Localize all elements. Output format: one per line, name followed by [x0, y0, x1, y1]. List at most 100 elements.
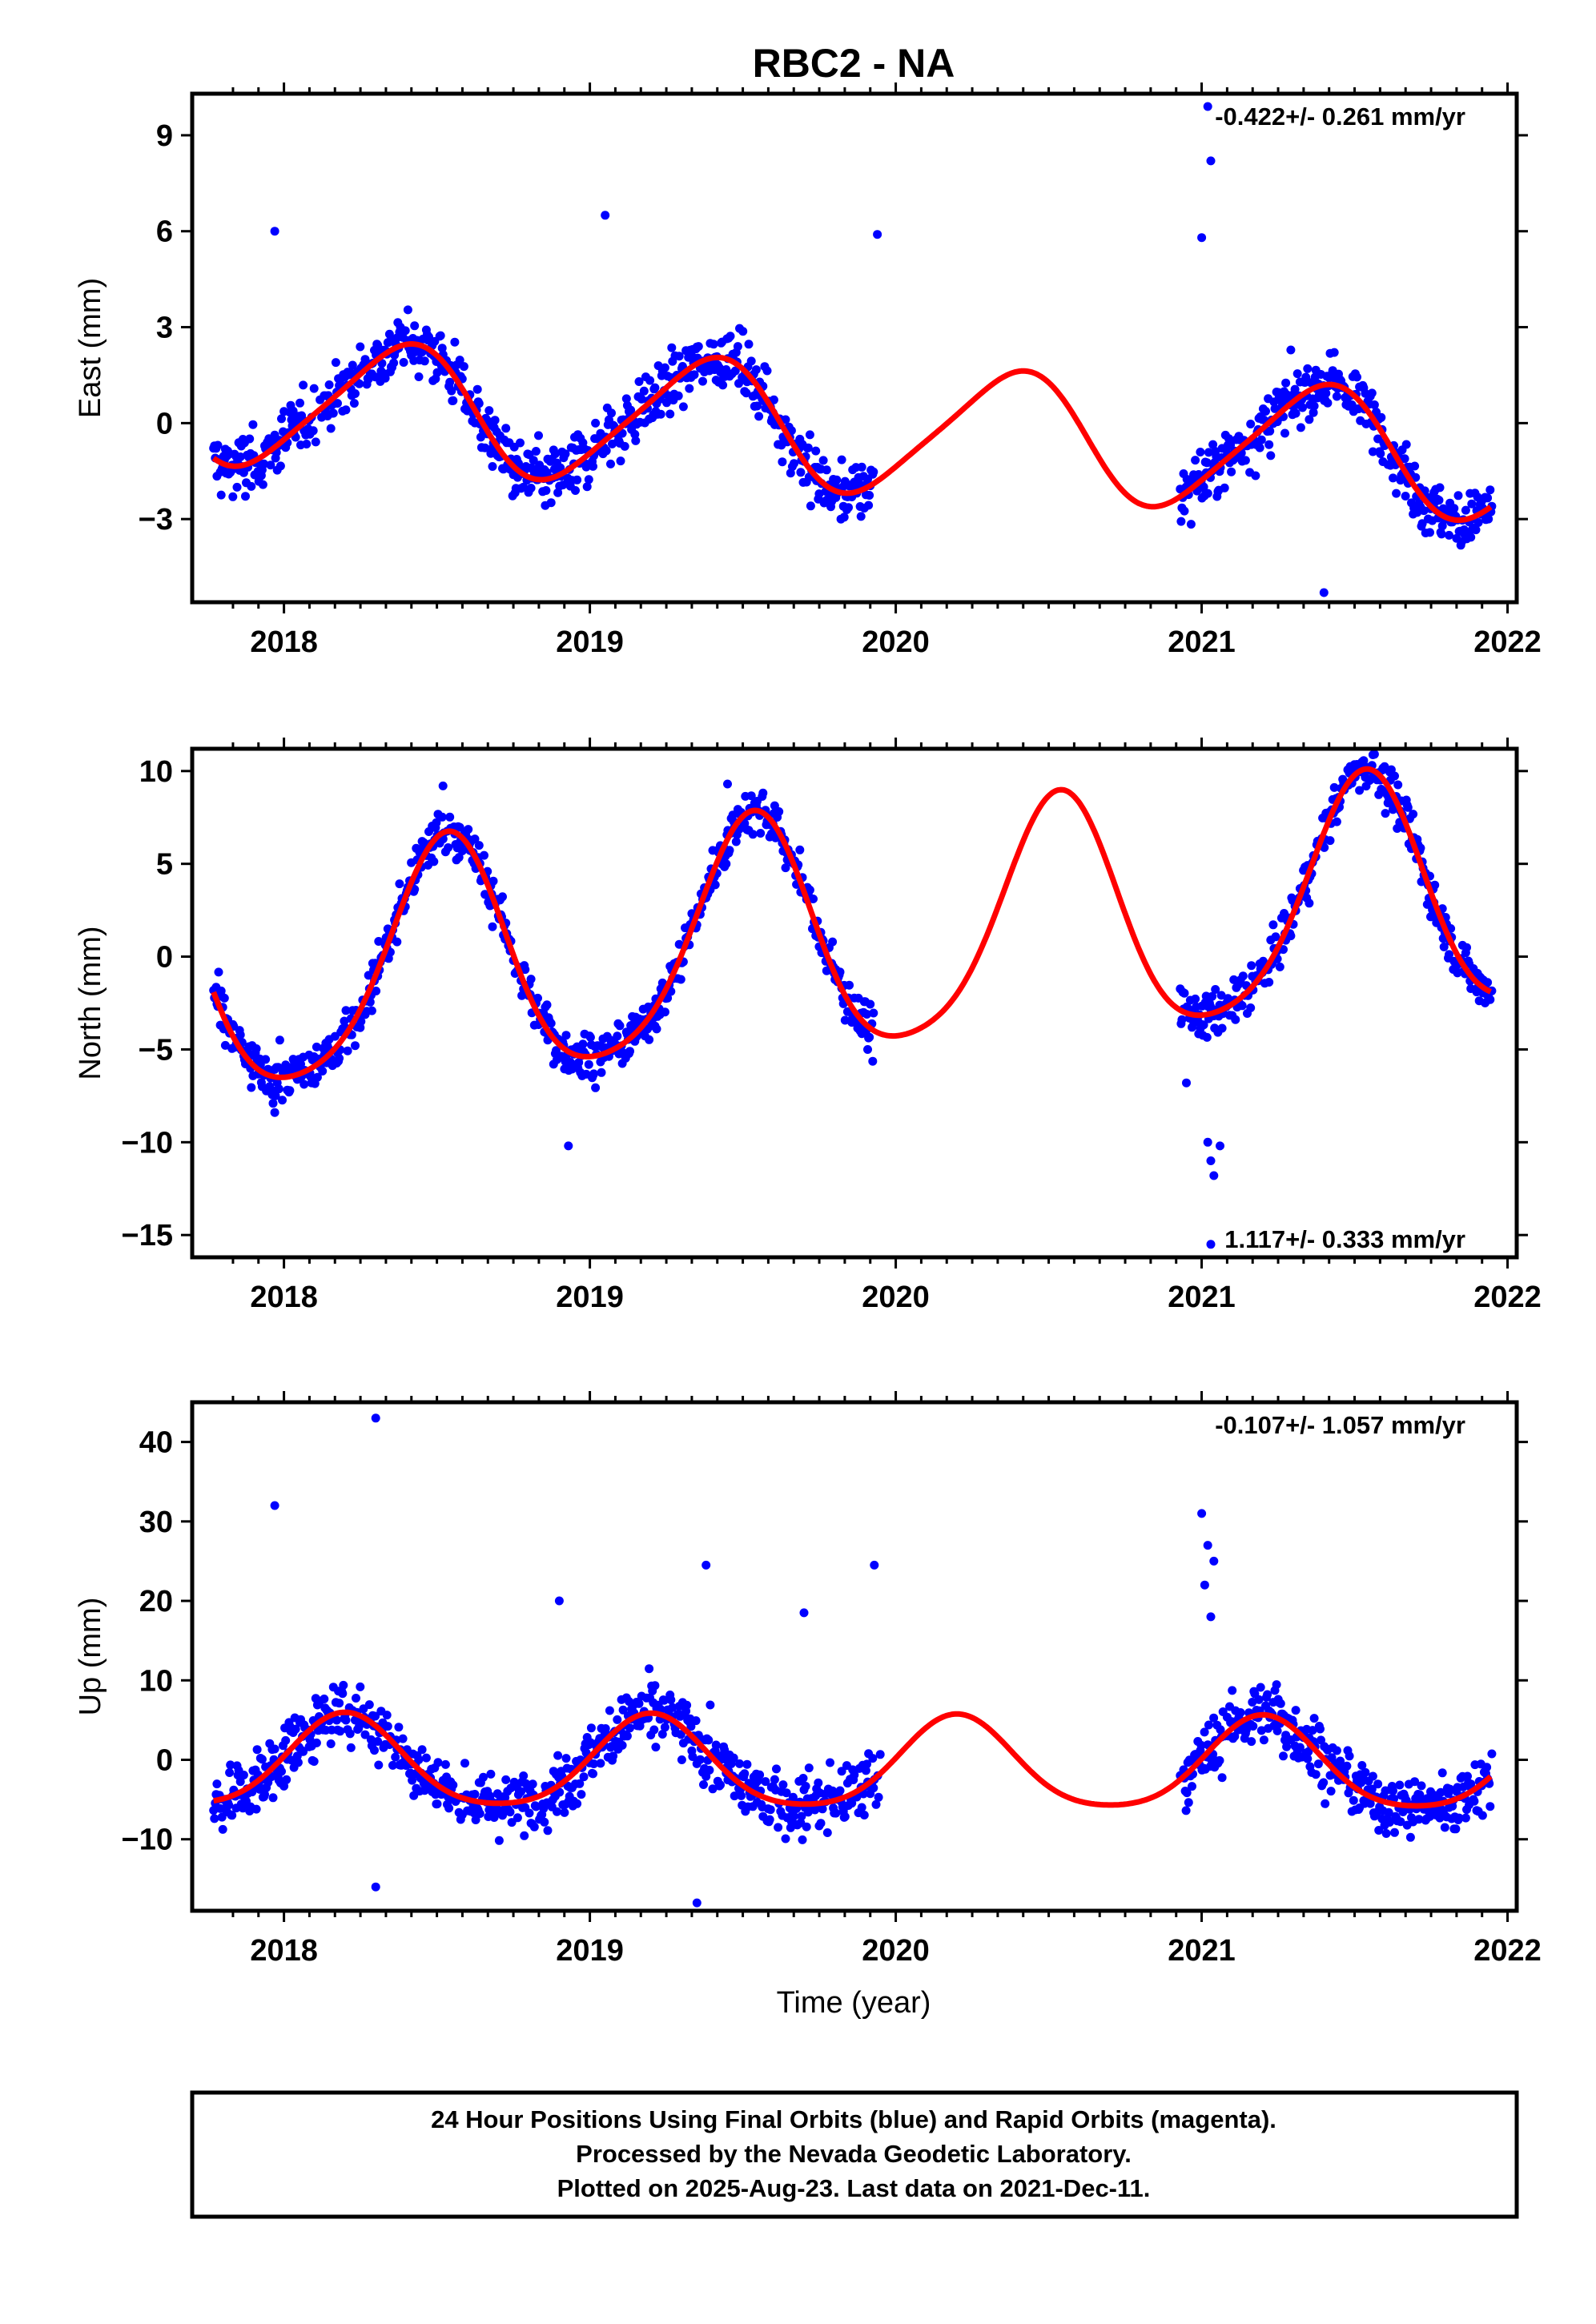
data-point — [519, 1771, 529, 1780]
data-point — [1400, 454, 1409, 464]
data-point — [444, 1803, 454, 1813]
data-point — [726, 332, 735, 341]
data-point — [1275, 962, 1284, 971]
data-point — [275, 1035, 284, 1045]
data-point — [320, 1695, 329, 1703]
panel-up: 2018 2019 2020 2021 2022 −10 0 10 20 30 40 Up (mm) -… — [74, 1391, 1542, 1968]
data-point — [419, 838, 428, 847]
data-point — [261, 1055, 271, 1064]
data-point — [589, 1069, 598, 1079]
data-point — [525, 1808, 534, 1818]
data-point — [1466, 533, 1476, 542]
data-point — [1188, 1782, 1196, 1791]
data-point — [1389, 473, 1397, 483]
data-point — [1439, 942, 1449, 951]
data-point — [309, 384, 319, 393]
data-point — [1197, 233, 1207, 243]
data-point — [698, 376, 707, 386]
data-point — [336, 1727, 345, 1736]
data-point — [341, 1006, 351, 1015]
data-point — [738, 327, 748, 336]
data-point — [1410, 1777, 1420, 1787]
data-point — [605, 1706, 614, 1715]
data-point — [674, 352, 684, 361]
data-point — [326, 424, 336, 433]
data-point — [210, 1814, 219, 1823]
data-point — [718, 380, 728, 390]
data-point — [1197, 1509, 1207, 1518]
data-point — [754, 412, 764, 421]
data-point — [460, 1759, 469, 1768]
data-point — [1292, 369, 1302, 379]
data-point — [486, 1769, 496, 1779]
data-point — [1417, 1781, 1426, 1791]
y-tick-label: 0 — [156, 407, 173, 440]
data-point — [631, 436, 641, 445]
data-point — [1451, 1824, 1461, 1834]
data-point — [652, 1024, 661, 1034]
data-point — [1323, 398, 1333, 408]
data-point — [209, 1806, 219, 1815]
data-point — [870, 1560, 879, 1570]
data-point — [1295, 1743, 1305, 1752]
data-point — [862, 1759, 871, 1769]
data-point — [1381, 809, 1390, 818]
data-point — [501, 1775, 511, 1784]
data-point — [1303, 364, 1313, 373]
data-point — [389, 358, 399, 368]
data-point — [440, 1759, 450, 1769]
data-point — [778, 457, 787, 467]
data-point — [589, 461, 597, 471]
data-point — [790, 459, 798, 468]
data-point — [1227, 467, 1236, 476]
data-point — [1477, 1811, 1487, 1820]
data-point — [805, 430, 814, 440]
data-point — [831, 1808, 841, 1818]
data-point — [1332, 1746, 1341, 1755]
data-point — [1256, 1726, 1266, 1735]
data-point — [391, 1752, 400, 1762]
data-point — [370, 1746, 379, 1755]
data-point — [740, 1769, 750, 1779]
data-point — [488, 922, 497, 931]
seasonal-fit-line — [212, 1709, 1493, 1809]
data-point — [1237, 1001, 1247, 1011]
data-point — [414, 1755, 424, 1764]
plot-frame — [190, 91, 1519, 605]
data-point — [432, 368, 442, 377]
seasonal-fit-line — [211, 766, 1493, 1080]
data-point — [351, 1041, 360, 1051]
data-point — [591, 418, 601, 428]
data-point — [1200, 1727, 1209, 1737]
data-point — [517, 1787, 526, 1796]
data-point — [589, 1769, 597, 1779]
data-point — [609, 1751, 618, 1761]
data-point — [380, 373, 390, 383]
y-tick-label: 40 — [139, 1426, 173, 1460]
data-point — [1264, 440, 1274, 449]
data-point — [251, 1804, 261, 1814]
data-point — [1256, 435, 1266, 444]
data-point — [788, 1792, 798, 1802]
data-point — [1248, 1698, 1257, 1707]
data-point — [1355, 786, 1365, 795]
data-point — [822, 1828, 832, 1837]
data-point — [356, 342, 365, 352]
x-tick-label: 2020 — [862, 625, 930, 659]
data-point — [589, 1759, 598, 1768]
y-tick-label: 5 — [156, 848, 173, 882]
data-point — [326, 1739, 336, 1748]
x-tick-label: 2020 — [862, 1281, 930, 1314]
data-point — [501, 424, 511, 433]
data-point — [818, 1804, 827, 1814]
data-point — [432, 818, 441, 827]
data-point — [1469, 1796, 1479, 1806]
data-point — [865, 1032, 874, 1042]
data-point — [355, 379, 364, 388]
data-point — [1236, 1708, 1245, 1717]
y-tick-label: −15 — [122, 1219, 173, 1252]
velocity-rate-label: -0.422+/- 0.261 mm/yr — [1215, 103, 1465, 131]
footer-line-1: 24 Hour Positions Using Final Orbits (bl… — [431, 2105, 1276, 2133]
data-point — [1194, 470, 1204, 479]
data-point — [837, 455, 846, 464]
